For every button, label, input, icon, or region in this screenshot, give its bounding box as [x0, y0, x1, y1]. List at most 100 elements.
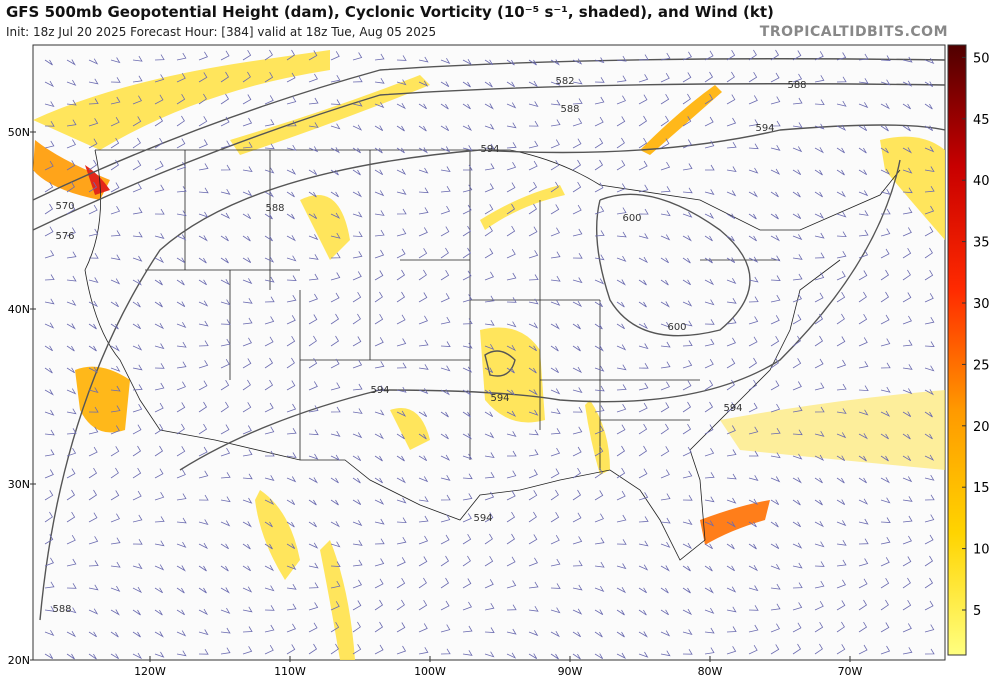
- wind-barb: [330, 232, 341, 239]
- wind-barb: [242, 297, 253, 304]
- wind-barb: [352, 432, 363, 439]
- wind-barb: [748, 357, 758, 369]
- wind-barb: [418, 476, 429, 483]
- wind-barb: [220, 50, 230, 61]
- wind-barb: [770, 275, 781, 281]
- wind-barb: [352, 520, 363, 527]
- wind-barb: [638, 540, 649, 547]
- wind-barb: [330, 477, 339, 484]
- wind-barb: [352, 100, 363, 107]
- wind-barb: [924, 433, 933, 440]
- wind-barb: [880, 125, 889, 132]
- wind-barb: [44, 367, 53, 374]
- wind-barb: [726, 646, 737, 655]
- wind-barb: [154, 74, 165, 83]
- wind-barb: [374, 337, 384, 347]
- wind-barb: [528, 140, 539, 149]
- wind-barb: [110, 365, 121, 372]
- wind-barb: [308, 50, 318, 61]
- wind-barb: [880, 188, 891, 195]
- wind-barb: [616, 563, 627, 570]
- wind-barb: [638, 208, 649, 215]
- wind-barb: [880, 410, 891, 417]
- wind-barb: [154, 160, 164, 171]
- wind-barb: [704, 235, 713, 242]
- wind-barb: [594, 323, 603, 330]
- wind-barb: [572, 467, 582, 479]
- wind-barb: [528, 581, 539, 589]
- wind-barb: [242, 213, 252, 220]
- wind-barb: [792, 602, 803, 611]
- wind-barb: [682, 648, 693, 655]
- wind-barb: [110, 513, 120, 523]
- wind-barb: [594, 301, 603, 308]
- wind-barb: [858, 229, 869, 237]
- wind-barb: [726, 565, 735, 572]
- wind-barb: [550, 119, 561, 127]
- wind-barb: [550, 79, 561, 86]
- wind-barb: [198, 648, 209, 655]
- wind-barb: [506, 652, 517, 659]
- wind-barb: [660, 650, 671, 657]
- wind-barb: [198, 587, 207, 594]
- wind-barb: [880, 362, 891, 369]
- wind-barb: [264, 119, 275, 127]
- wind-barb: [220, 424, 230, 435]
- wind-barb: [572, 608, 583, 615]
- wind-barb: [176, 257, 186, 264]
- wind-barb: [484, 367, 494, 373]
- wind-barb: [176, 161, 187, 171]
- wind-barb: [88, 345, 97, 352]
- wind-barb: [660, 381, 670, 391]
- wind-barb: [286, 543, 296, 549]
- wind-barb: [462, 555, 471, 567]
- wind-barb: [726, 257, 736, 263]
- wind-barb: [594, 467, 603, 479]
- wind-barb: [330, 147, 340, 154]
- wind-barb: [308, 643, 318, 655]
- wind-barb: [110, 631, 119, 638]
- wind-barb: [572, 366, 583, 374]
- wind-barb: [770, 294, 781, 303]
- wind-barb: [704, 647, 715, 655]
- wind-barb: [638, 468, 648, 479]
- wind-barb: [638, 184, 649, 193]
- wind-barb: [110, 405, 121, 413]
- wind-barb: [682, 608, 693, 616]
- wind-barb: [484, 319, 495, 326]
- wind-barb: [726, 626, 737, 633]
- wind-barb: [352, 621, 361, 633]
- wind-barb: [308, 381, 318, 391]
- wind-barb: [110, 159, 120, 171]
- wind-barb: [704, 379, 714, 391]
- lon-label: 70W: [838, 665, 863, 678]
- wind-barb: [770, 583, 781, 590]
- wind-barb: [660, 609, 669, 616]
- wind-barb: [242, 71, 251, 83]
- wind-barb: [308, 273, 319, 281]
- wind-barb: [682, 587, 691, 594]
- wind-barb: [286, 120, 297, 127]
- height-contours: [33, 58, 945, 621]
- wind-barb: [550, 607, 561, 614]
- wind-barb: [176, 565, 186, 572]
- wind-barb: [44, 534, 54, 545]
- wind-barb: [374, 53, 385, 61]
- wind-barb: [792, 622, 802, 633]
- wind-barb: [836, 408, 847, 414]
- wind-barb: [308, 335, 317, 347]
- wind-barb: [463, 164, 473, 171]
- wind-barb: [507, 450, 517, 457]
- wind-barb: [132, 183, 142, 193]
- wind-barb: [660, 72, 670, 83]
- wind-barb: [440, 166, 451, 173]
- wind-barb: [132, 538, 143, 545]
- wind-barb: [814, 123, 825, 130]
- wind-barb: [88, 138, 98, 149]
- wind-barb: [462, 225, 472, 237]
- wind-barb: [902, 496, 913, 502]
- wind-barb: [770, 255, 781, 262]
- wind-barb: [726, 277, 737, 284]
- wind-barb: [528, 605, 539, 612]
- wind-barb: [374, 621, 384, 633]
